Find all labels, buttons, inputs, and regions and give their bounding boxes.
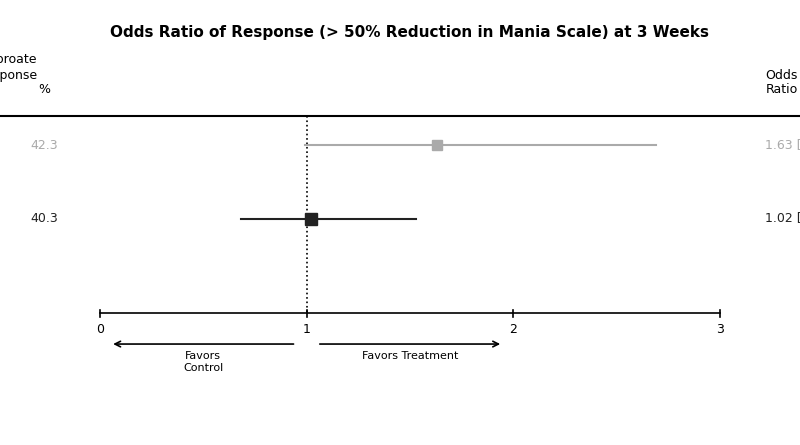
- Text: Valproate: Valproate: [0, 53, 38, 65]
- Text: Favors
Control: Favors Control: [183, 352, 223, 373]
- Text: %: %: [38, 83, 50, 96]
- Text: 0: 0: [96, 323, 104, 336]
- Text: Odds: Odds: [766, 69, 798, 82]
- Text: Favors Treatment: Favors Treatment: [362, 352, 458, 361]
- Text: 1: 1: [302, 323, 310, 336]
- Text: Ratio: Ratio: [766, 83, 798, 96]
- Text: 40.3: 40.3: [30, 212, 58, 225]
- Text: Response: Response: [0, 69, 38, 82]
- Text: 3: 3: [716, 323, 724, 336]
- Text: 1.02 [ 0.68 , 1.53 ]: 1.02 [ 0.68 , 1.53 ]: [766, 212, 800, 225]
- Text: 2: 2: [510, 323, 518, 336]
- Text: 42.3: 42.3: [30, 139, 58, 152]
- Text: 1.63 [ 0.99 , 2.69 ]: 1.63 [ 0.99 , 2.69 ]: [766, 139, 800, 152]
- Title: Odds Ratio of Response (> 50% Reduction in Mania Scale) at 3 Weeks: Odds Ratio of Response (> 50% Reduction …: [110, 25, 710, 40]
